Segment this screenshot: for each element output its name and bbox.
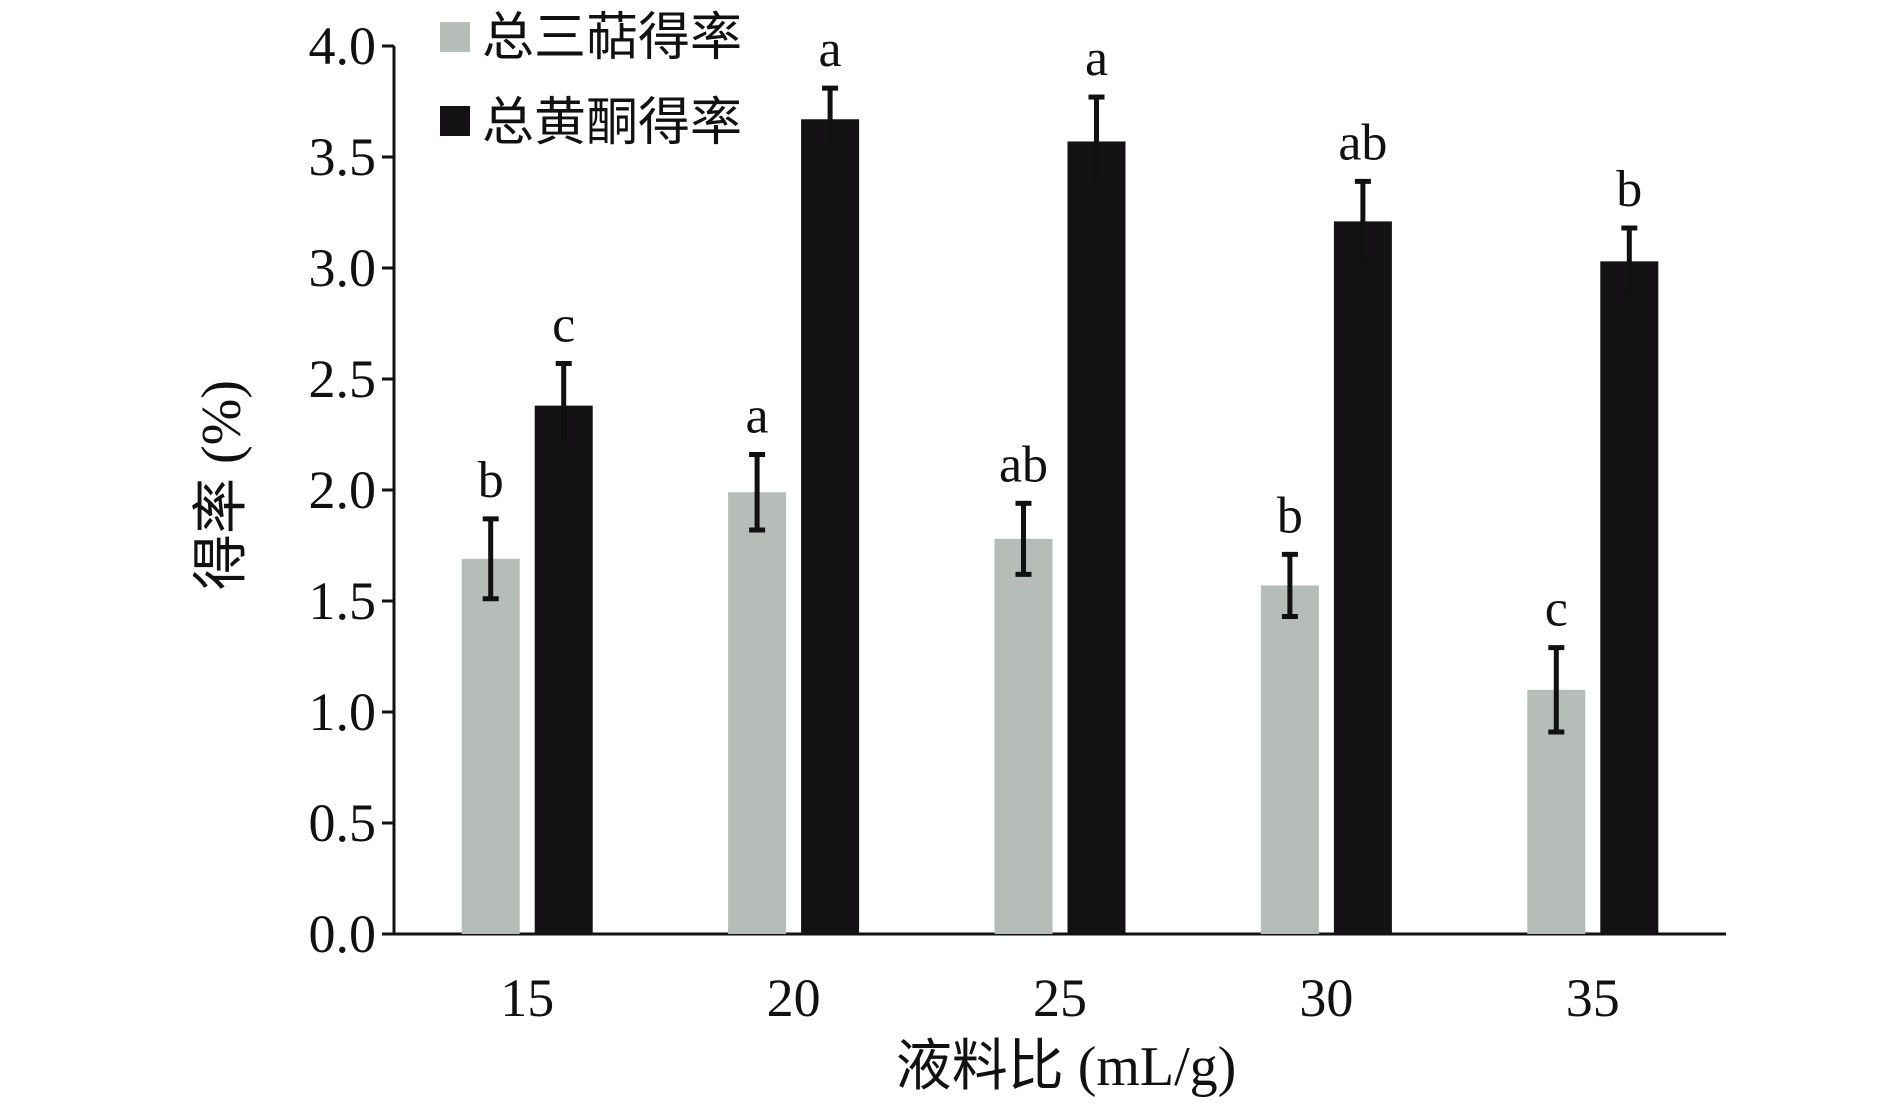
significance-label: b <box>1616 161 1642 218</box>
x-axis: 15 20 25 30 35 <box>394 932 1726 1028</box>
legend-swatch-triterpene <box>440 22 470 52</box>
significance-label: c <box>552 296 575 353</box>
y-tick-label: 1.5 <box>309 571 377 631</box>
significance-label: a <box>1085 30 1108 87</box>
significance-label: a <box>746 387 769 444</box>
significance-label: b <box>1277 487 1303 544</box>
x-tick-label: 20 <box>767 968 821 1028</box>
y-tick-label: 0.5 <box>309 793 377 853</box>
y-tick-label: 0.0 <box>309 904 377 964</box>
significance-label: a <box>819 21 842 78</box>
legend-swatch-flavonoid <box>440 106 470 136</box>
bar <box>728 492 787 934</box>
x-tick-label: 35 <box>1566 968 1620 1028</box>
error-bars <box>482 85 1638 735</box>
bar <box>994 538 1053 934</box>
y-tick-label: 2.5 <box>309 349 377 409</box>
x-tick-label: 25 <box>1033 968 1087 1028</box>
legend: 总三萜得率 总黄酮得率 <box>440 10 742 152</box>
x-axis-title: 液料比 (mL/g) <box>896 1036 1237 1098</box>
bars <box>461 119 1659 935</box>
y-axis-title: 得率 (%) <box>191 380 253 590</box>
bar <box>1067 141 1126 934</box>
y-tick-label: 4.0 <box>309 16 377 76</box>
bar <box>1333 221 1392 934</box>
legend-label-triterpene: 总三萜得率 <box>482 10 742 67</box>
significance-label: ab <box>1338 114 1387 171</box>
y-tick-label: 3.0 <box>309 238 377 298</box>
significance-label: ab <box>999 436 1048 493</box>
legend-label-flavonoid: 总黄酮得率 <box>482 95 742 152</box>
bar <box>1260 585 1319 934</box>
significance-label: b <box>478 452 504 509</box>
y-tick-label: 2.0 <box>309 460 377 520</box>
significance-label: c <box>1545 581 1568 638</box>
x-tick-label: 15 <box>500 968 554 1028</box>
bar <box>461 558 520 934</box>
bar <box>1600 261 1659 935</box>
bar <box>534 405 593 934</box>
y-axis: 0.0 0.5 1.0 1.5 2.0 2.5 3.0 3.5 4.0 <box>309 16 396 964</box>
y-tick-label: 3.5 <box>309 127 377 187</box>
bar <box>801 119 860 934</box>
x-tick-label: 30 <box>1299 968 1353 1028</box>
y-tick-label: 1.0 <box>309 682 377 742</box>
